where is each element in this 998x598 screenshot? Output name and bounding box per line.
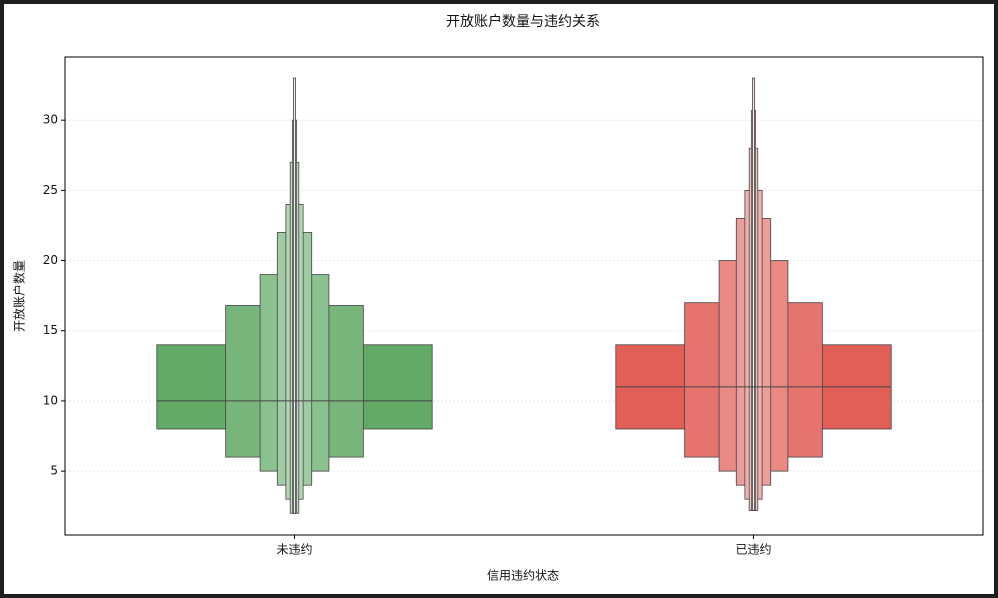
y-axis-label: 开放账户数量 xyxy=(12,260,27,332)
y-tick-label: 25 xyxy=(43,183,58,197)
x-tick-label: 已违约 xyxy=(735,542,771,557)
x-axis-label: 信用违约状态 xyxy=(487,568,559,583)
x-tick-label: 未违约 xyxy=(276,542,312,557)
plot-frame xyxy=(64,56,984,536)
y-tick-label: 10 xyxy=(43,393,58,407)
boxen-level xyxy=(293,77,296,514)
canvas xyxy=(4,4,994,594)
y-tick-label: 5 xyxy=(50,464,58,478)
y-tick-label: 20 xyxy=(43,253,58,267)
chart-title: 开放账户数量与违约关系 xyxy=(446,13,600,30)
y-tick-label: 30 xyxy=(43,113,58,127)
boxen-level xyxy=(752,77,755,511)
y-tick-label: 15 xyxy=(43,323,58,337)
